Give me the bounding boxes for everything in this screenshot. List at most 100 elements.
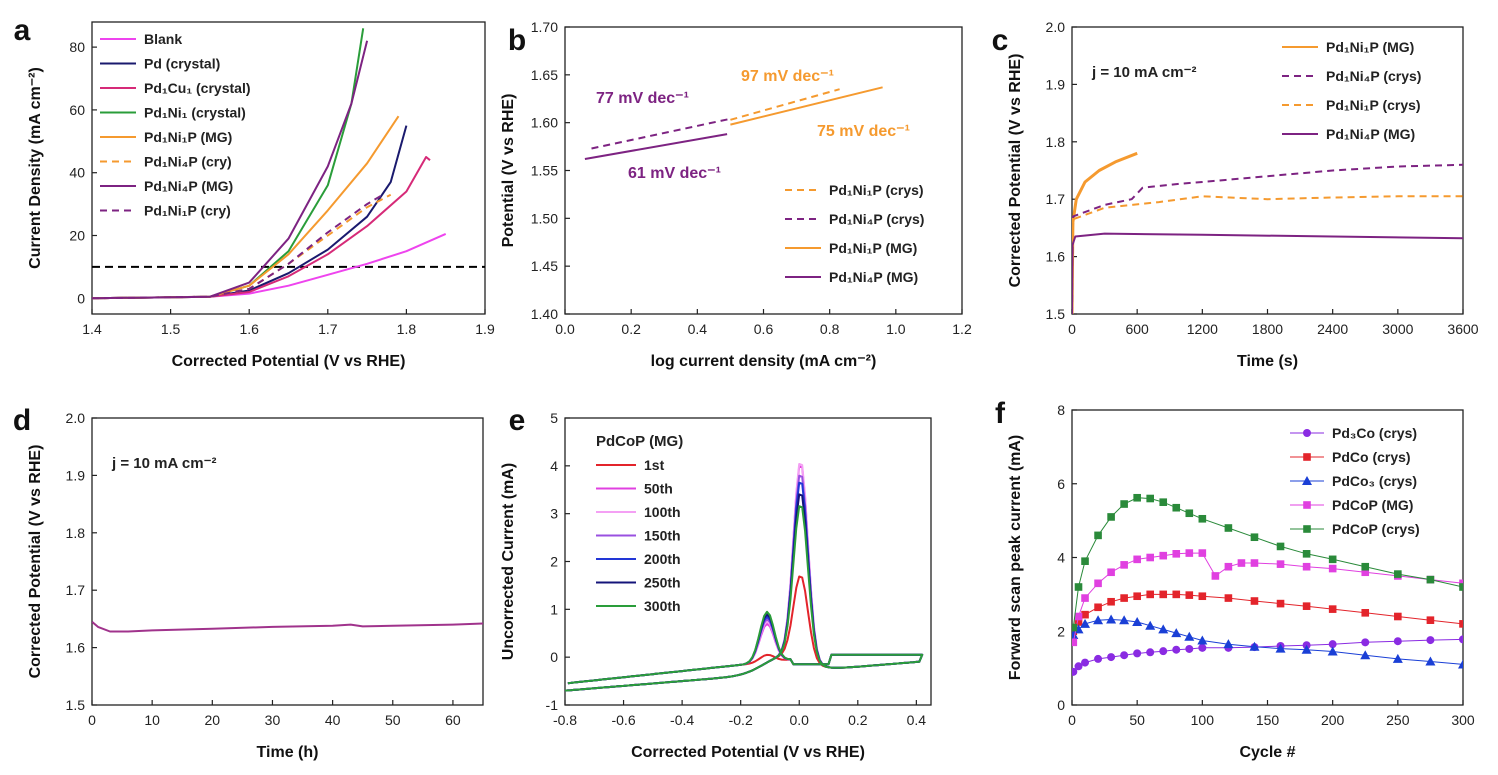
legend-marker [1302, 476, 1312, 485]
data-point [1198, 592, 1207, 601]
data-point [1224, 562, 1233, 571]
x-tick-label: 20 [205, 712, 221, 728]
x-tick-label: -0.6 [611, 712, 635, 728]
data-point [1275, 643, 1286, 653]
data-point [1120, 594, 1128, 602]
x-tick-label: 1200 [1187, 321, 1218, 337]
legend-item: Pd₁Ni₄P (crys) [829, 211, 924, 227]
data-point [1185, 549, 1194, 557]
data-point [1249, 641, 1260, 651]
data-point [1211, 572, 1220, 580]
data-point [1094, 531, 1102, 540]
data-point [1146, 494, 1154, 503]
data-point [1361, 568, 1370, 577]
x-tick-label: 0.8 [820, 321, 840, 337]
x-tick-label: 3000 [1382, 321, 1413, 337]
x-tick-label: 50 [385, 712, 401, 728]
x-tick-label: 10 [144, 712, 160, 728]
current-annotation: j = 10 mA cm⁻² [111, 455, 217, 472]
legend-item: Blank [144, 31, 182, 47]
y-tick-label: 1.5 [66, 697, 86, 713]
legend-item: 50th [644, 481, 673, 497]
data-point [1159, 590, 1168, 599]
data-point [1184, 631, 1195, 641]
series-line [92, 193, 384, 300]
x-tick-label: 1.6 [239, 321, 259, 337]
data-point [1394, 612, 1402, 621]
x-tick-label: 0.0 [790, 712, 810, 728]
data-point [1072, 638, 1078, 647]
y-tick-label: 1.5 [1046, 306, 1066, 322]
series-line [591, 117, 731, 150]
x-tick-label: 1.8 [397, 321, 417, 337]
legend-item: Pd₁Ni₄P (cry) [144, 154, 232, 170]
data-point [1093, 615, 1104, 625]
data-point [1159, 647, 1168, 656]
legend-item: Pd (crystal) [144, 56, 220, 72]
data-point [1223, 639, 1234, 649]
series-line [565, 463, 924, 692]
panel-c: c 0 600 1200 1800 2400 3000 3600 1.5 1.6 1.7 1.8 1.9… [992, 19, 1479, 370]
x-tick-label: 0.2 [621, 321, 641, 337]
legend-item: 300th [644, 598, 681, 614]
data-point [1198, 514, 1207, 523]
data-point [1080, 618, 1091, 628]
x-tick-label: 1.2 [952, 321, 972, 337]
legend-item: PdCo₃ (crys) [1332, 473, 1417, 489]
x-axis-label: Time (h) [257, 744, 319, 761]
data-point [1172, 645, 1181, 654]
data-point [1328, 640, 1337, 649]
data-point [1094, 579, 1102, 588]
data-point [1120, 500, 1128, 508]
x-tick-label: 3600 [1447, 321, 1478, 337]
data-point [1224, 594, 1233, 602]
data-point [1074, 662, 1083, 671]
data-point [1146, 590, 1154, 599]
x-axis-label: Time (s) [1237, 353, 1298, 370]
data-point [1158, 624, 1169, 634]
series-line [730, 88, 840, 121]
x-tick-label: 100 [1191, 712, 1215, 728]
data-point [1106, 614, 1117, 624]
y-tick-label: 60 [69, 102, 85, 118]
plot-area [92, 621, 483, 633]
y-tick-label: 0 [77, 290, 85, 306]
y-tick-label: 6 [1057, 476, 1065, 492]
x-tick-label: 200 [1321, 712, 1345, 728]
data-point [1361, 562, 1370, 571]
legend-item: Pd₁Ni₄P (MG) [829, 269, 918, 285]
data-point [1250, 559, 1259, 567]
legend-marker [1303, 525, 1311, 533]
y-tick-label: 1.60 [531, 115, 558, 131]
data-point [1094, 603, 1102, 612]
data-point [1172, 550, 1181, 558]
y-axis-label: Uncorrected Current (mA) [500, 463, 517, 660]
plot-area [584, 86, 883, 160]
current-annotation: j = 10 mA cm⁻² [1091, 64, 1197, 81]
data-point [1081, 557, 1089, 565]
data-point [1301, 644, 1312, 654]
legend-item: 200th [644, 551, 681, 567]
y-tick-label: 1.7 [66, 582, 86, 598]
y-tick-label: 1.7 [1046, 191, 1066, 207]
panel-letter: f [995, 397, 1006, 430]
x-tick-label: 0 [1068, 321, 1076, 337]
data-point [1426, 636, 1435, 645]
data-point [1120, 561, 1128, 569]
data-point [1426, 616, 1435, 624]
data-point [1425, 656, 1436, 666]
y-tick-label: 1.8 [1046, 134, 1066, 150]
data-point [1074, 612, 1083, 621]
y-axis-label: Potential (V vs RHE) [500, 94, 517, 248]
series-line [1072, 195, 1463, 314]
panel-letter: a [14, 14, 31, 47]
data-point [1198, 549, 1207, 557]
y-tick-label: 1.40 [531, 306, 558, 322]
y-tick-label: 0 [1057, 697, 1065, 713]
series-line [1072, 638, 1463, 673]
data-point [1276, 542, 1285, 551]
data-point [1081, 594, 1089, 602]
y-tick-label: 2.0 [1046, 19, 1066, 35]
x-tick-label: 0.4 [907, 712, 927, 728]
